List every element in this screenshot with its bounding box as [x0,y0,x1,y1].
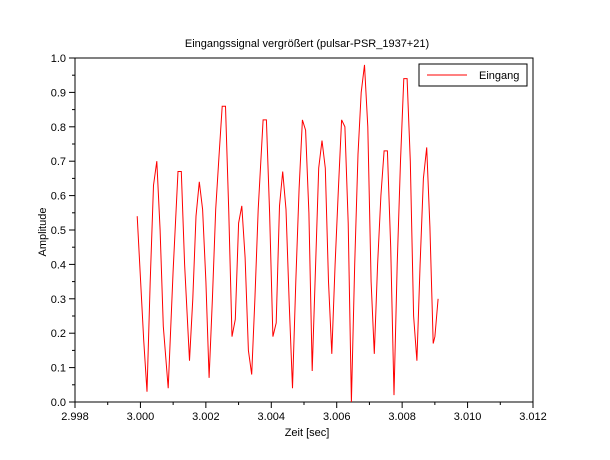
y-tick-label: 0.2 [51,328,66,340]
series-line [136,64,439,403]
y-tick-label: 0.9 [51,87,66,99]
y-axis-ticks: 0.0 0.1 0.2 0.3 0.4 0.5 0.6 0.7 0.8 0.9 1.0 [51,53,75,409]
legend-box [418,63,528,87]
chart-title: Eingangssignal vergrößert (pulsar-PSR_19… [185,38,429,50]
y-tick-label: 1.0 [51,53,66,65]
x-axis-label: Zeit [sec] [285,427,330,439]
y-tick-label: 0.0 [51,397,66,409]
y-tick-label: 0.5 [51,225,66,237]
x-tick-label: 3.010 [454,411,482,423]
y-axis-label: Amplitude [37,208,49,257]
x-tick-label: 3.000 [127,411,155,423]
x-tick-label: 3.004 [258,411,286,423]
x-axis-ticks: 2.998 3.000 3.002 3.004 3.006 3.008 3.010 3.012 [61,402,547,423]
x-tick-label: 2.998 [61,411,89,423]
legend-label: Eingang [479,70,519,82]
y-tick-label: 0.3 [51,294,66,306]
x-tick-label: 3.012 [519,411,547,423]
plot-frame [74,57,534,403]
x-tick-label: 3.002 [192,411,220,423]
y-tick-label: 0.1 [51,363,66,375]
y-tick-label: 0.8 [51,122,66,134]
plot-series [136,64,439,403]
x-tick-label: 3.008 [388,411,416,423]
y-tick-label: 0.4 [51,259,66,271]
y-tick-label: 0.6 [51,191,66,203]
x-tick-label: 3.006 [323,411,351,423]
y-tick-label: 0.7 [51,156,66,168]
plot-axes [74,57,534,403]
legend: Eingang [418,63,528,87]
